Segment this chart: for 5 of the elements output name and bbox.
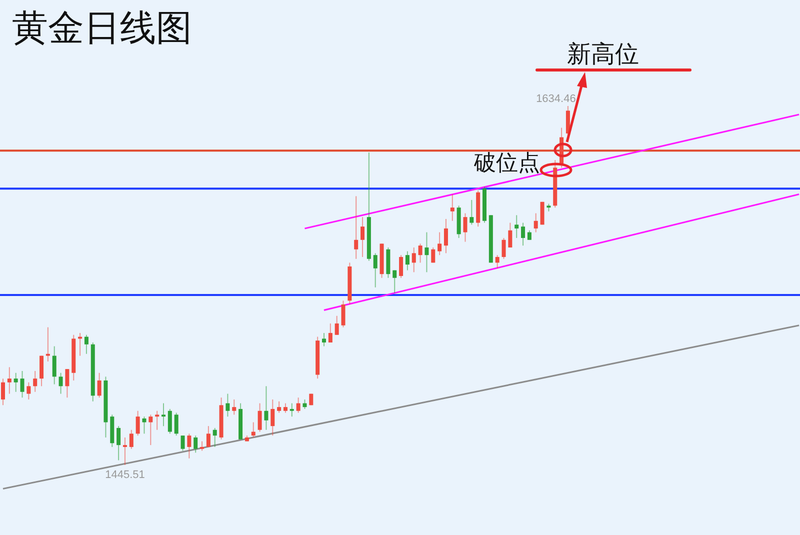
text: 1634.46 xyxy=(536,93,576,105)
chart-title: 黄金日线图 xyxy=(12,8,192,49)
annotation: 破位点 xyxy=(473,151,540,176)
text: 新高位 xyxy=(567,40,639,68)
text: 1445.51 xyxy=(105,469,145,481)
